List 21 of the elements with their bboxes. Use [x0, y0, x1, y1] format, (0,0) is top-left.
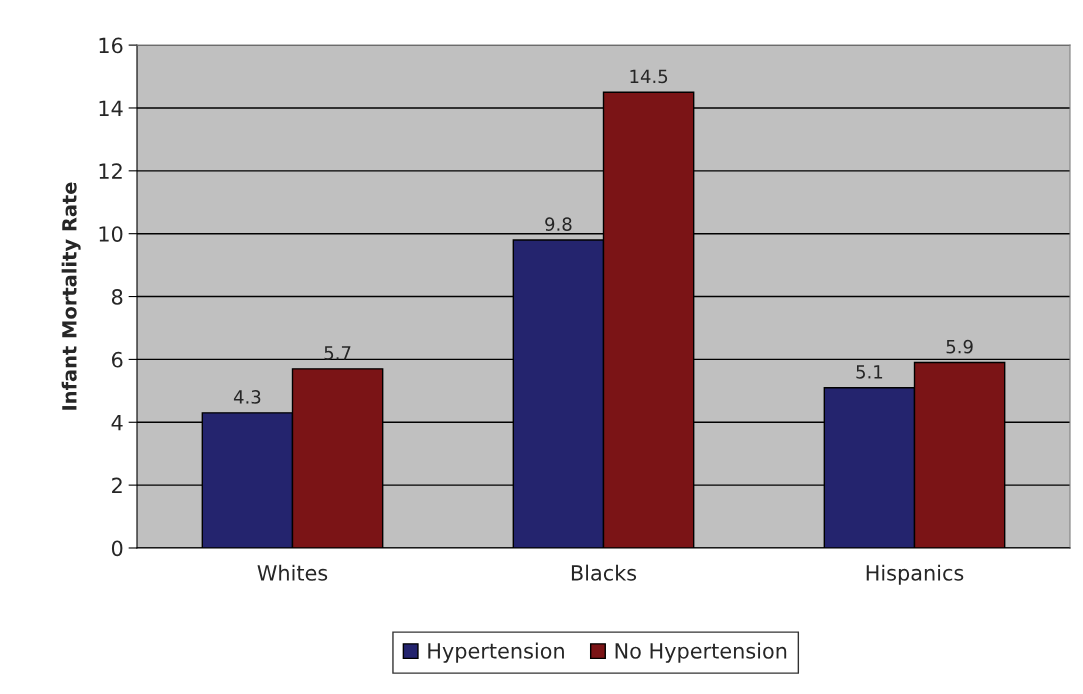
- y-tick-label: 4: [111, 414, 123, 431]
- x-tick-label: Hispanics: [866, 564, 964, 585]
- y-tick-label: 16: [99, 37, 123, 54]
- y-axis-title: Infant Mortality Rate: [61, 182, 81, 410]
- y-tick-label: 2: [112, 477, 122, 494]
- data-label: 5.1: [856, 365, 883, 379]
- x-tick-label: Whites: [257, 564, 328, 581]
- y-tick-label: 6: [112, 351, 123, 368]
- x-tick-label: Blacks: [571, 564, 637, 581]
- y-tick-label: 14: [99, 100, 123, 116]
- data-label: 9.8: [545, 217, 572, 231]
- data-label: 5.7: [324, 346, 351, 360]
- legend-label: No Hypertension: [615, 642, 787, 663]
- y-tick-label: 10: [99, 226, 123, 242]
- y-tick-label: 12: [99, 163, 122, 179]
- data-label: 14.5: [630, 69, 668, 84]
- data-label: 4.3: [233, 390, 261, 404]
- y-tick-label: 8: [111, 289, 123, 305]
- y-tick-label: 0: [111, 540, 123, 557]
- legend-label: Hypertension: [428, 642, 564, 663]
- data-label: 5.9: [946, 339, 973, 354]
